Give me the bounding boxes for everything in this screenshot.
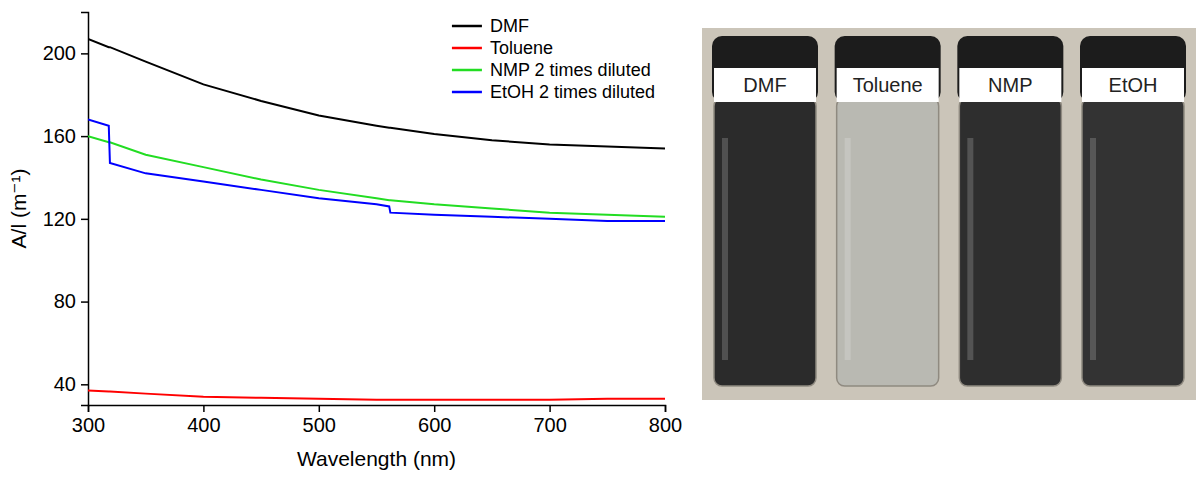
vial-glint <box>722 138 728 360</box>
x-tick: 400 <box>187 405 220 436</box>
vial: NMP <box>957 36 1063 386</box>
vial-label: DMF <box>743 74 786 96</box>
vial-label: NMP <box>988 74 1032 96</box>
vial-cap <box>1080 36 1186 102</box>
legend-entry: EtOH 2 times diluted <box>452 82 655 102</box>
x-tick: 700 <box>533 405 566 436</box>
vial-body <box>714 98 816 386</box>
vial-cap <box>712 36 818 102</box>
x-tick-label: 700 <box>533 414 566 436</box>
vial-label-bg <box>1082 68 1184 102</box>
x-tick-label: 800 <box>649 414 682 436</box>
x-tick-mark <box>665 405 667 412</box>
x-tick: 300 <box>72 405 105 436</box>
vial-glint <box>967 138 973 360</box>
x-tick-label: 400 <box>187 414 220 436</box>
vial-body <box>959 98 1061 386</box>
legend-label: Toluene <box>490 38 553 58</box>
vial-glint <box>1090 138 1096 360</box>
y-tick-label: 120 <box>43 208 76 230</box>
y-tick: 40 <box>54 373 88 395</box>
x-axis: 300 400 500 600 700 800 <box>72 405 682 436</box>
legend-entry: NMP 2 times diluted <box>452 60 651 80</box>
x-tick-label: 500 <box>303 414 336 436</box>
vial-cap <box>957 36 1063 102</box>
y-tick: 80 <box>54 290 88 312</box>
photo-background <box>702 28 1196 400</box>
photo: DMF Toluene NMP EtOH <box>702 28 1196 400</box>
y-tick-label: 200 <box>43 42 76 64</box>
vial: EtOH <box>1080 36 1186 386</box>
y-tick-mark <box>81 53 88 55</box>
y-tick: 200 <box>43 42 88 64</box>
y-tick: 120 <box>43 208 88 230</box>
vial-glint <box>845 138 851 360</box>
legend-swatch <box>452 69 482 72</box>
vial-label-bg <box>837 68 939 102</box>
x-tick-mark <box>549 405 551 412</box>
x-tick-label: 300 <box>72 414 105 436</box>
y-tick-mark <box>81 384 88 386</box>
y-tick-mark <box>81 301 88 303</box>
series-line <box>88 39 665 149</box>
y-axis: 40 80 120 160 200 <box>43 13 89 406</box>
vial: Toluene <box>835 36 941 386</box>
legend-swatch <box>452 25 482 28</box>
figure: 300 400 500 600 700 800 40 80 120 160 200 Wavelengt… <box>0 0 1204 489</box>
legend-swatch <box>452 47 482 50</box>
legend-label: NMP 2 times diluted <box>490 60 651 80</box>
legend-label: DMF <box>490 16 529 36</box>
y-tick-mark <box>81 219 88 221</box>
x-tick-mark <box>203 405 205 412</box>
vial-label-bg <box>959 68 1061 102</box>
legend: DMFTolueneNMP 2 times dilutedEtOH 2 time… <box>452 16 655 102</box>
legend-entry: DMF <box>452 16 529 36</box>
vial-cap <box>835 36 941 102</box>
x-axis-title: Wavelength (nm) <box>297 447 456 470</box>
x-tick-mark <box>434 405 436 412</box>
vial-label-bg <box>714 68 816 102</box>
y-axis-line <box>81 13 89 406</box>
x-tick: 800 <box>649 405 682 436</box>
vial-label: Toluene <box>853 74 923 96</box>
y-tick-label: 80 <box>54 290 76 312</box>
y-tick-label: 40 <box>54 373 76 395</box>
x-tick-mark <box>319 405 321 412</box>
x-tick: 500 <box>303 405 336 436</box>
vial-body <box>1082 98 1184 386</box>
x-axis-line <box>89 406 666 413</box>
y-axis-title: A/l (m⁻¹) <box>7 169 30 249</box>
y-tick: 160 <box>43 125 88 147</box>
lines <box>88 39 665 400</box>
y-tick-mark <box>81 136 88 138</box>
legend-label: EtOH 2 times diluted <box>490 82 655 102</box>
series-line <box>88 120 665 221</box>
legend-swatch <box>452 91 482 94</box>
y-tick-label: 160 <box>43 125 76 147</box>
series-line <box>88 391 665 400</box>
vial-body <box>837 98 939 386</box>
x-tick: 600 <box>418 405 451 436</box>
x-tick-label: 600 <box>418 414 451 436</box>
vial: DMF <box>712 36 818 386</box>
vial-label: EtOH <box>1109 74 1158 96</box>
legend-entry: Toluene <box>452 38 553 58</box>
